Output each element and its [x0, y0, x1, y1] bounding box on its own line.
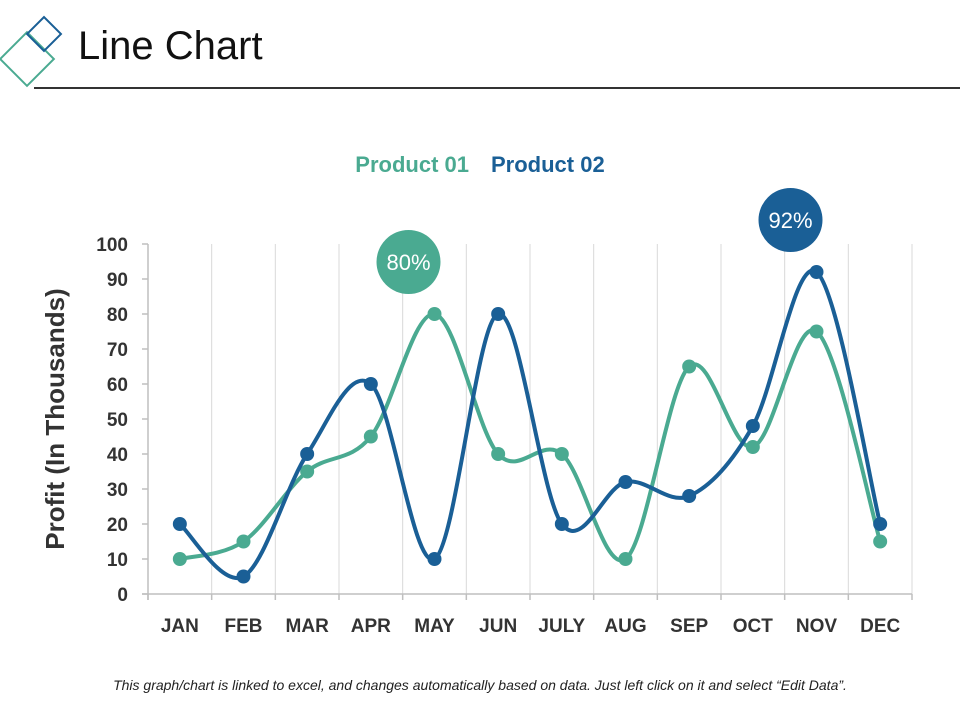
data-point-product-02[interactable]	[363, 377, 378, 391]
y-tick-label: 90	[107, 270, 128, 291]
data-point-product-01[interactable]	[873, 534, 888, 549]
x-tick-label: AUG	[604, 616, 646, 637]
footnote: This graph/chart is linked to excel, and…	[113, 677, 847, 693]
data-point-product-01[interactable]	[427, 307, 442, 321]
y-tick-label: 50	[107, 410, 128, 431]
x-tick-label: DEC	[860, 616, 900, 637]
x-tick-label: FEB	[225, 616, 263, 637]
legend: Product 01 Product 02	[355, 152, 604, 177]
y-tick-label: 80	[107, 305, 128, 326]
x-tick-label: JULY	[538, 616, 585, 637]
y-tick-label: 60	[107, 375, 128, 396]
page-title: Line Chart	[78, 24, 263, 68]
x-tick-label: APR	[351, 616, 391, 637]
data-point-product-02[interactable]	[427, 552, 442, 566]
x-tick-label: OCT	[733, 616, 774, 637]
y-tick-label: 30	[107, 480, 128, 501]
y-tick-label: 100	[96, 235, 128, 256]
data-point-product-02[interactable]	[618, 475, 633, 489]
data-point-product-01[interactable]	[745, 440, 760, 454]
diamond-logo-icon	[0, 15, 63, 88]
data-point-product-02[interactable]	[809, 265, 824, 279]
data-point-product-02[interactable]	[873, 517, 888, 531]
x-tick-label: JAN	[161, 616, 199, 637]
y-tick-label: 70	[107, 340, 128, 361]
data-point-product-01[interactable]	[363, 429, 378, 444]
annotation-label: 92%	[768, 208, 812, 233]
legend-item-product-01[interactable]: Product 01	[355, 152, 469, 177]
x-tick-label: JUN	[479, 616, 517, 637]
y-tick-label: 20	[107, 515, 128, 536]
data-point-product-02[interactable]	[236, 569, 251, 584]
data-point-product-02[interactable]	[300, 447, 315, 461]
title-divider	[34, 87, 960, 89]
data-point-product-02[interactable]	[172, 517, 187, 531]
annotation-label: 80%	[386, 250, 430, 275]
y-axis-title: Profit (In Thousands)	[40, 288, 70, 549]
y-tick-label: 0	[117, 585, 128, 606]
y-tick-label: 10	[107, 550, 128, 571]
x-tick-label: SEP	[670, 616, 708, 637]
data-point-product-01[interactable]	[491, 447, 506, 461]
data-point-product-01[interactable]	[682, 359, 697, 374]
annotation-bubble	[758, 188, 823, 252]
data-point-product-01[interactable]	[554, 447, 569, 461]
data-point-product-01[interactable]	[236, 534, 251, 549]
x-tick-label: MAY	[414, 616, 455, 637]
data-point-product-02[interactable]	[554, 517, 569, 531]
annotation-bubble	[376, 230, 441, 294]
x-tick-label: NOV	[796, 616, 838, 637]
data-point-product-01[interactable]	[809, 324, 824, 339]
data-point-product-01[interactable]	[172, 552, 187, 566]
y-tick-label: 40	[107, 445, 128, 466]
x-tick-label: MAR	[286, 616, 330, 637]
data-point-product-01[interactable]	[618, 552, 633, 566]
data-point-product-01[interactable]	[300, 464, 315, 479]
legend-item-product-02[interactable]: Product 02	[491, 152, 605, 177]
data-point-product-02[interactable]	[491, 307, 506, 321]
data-point-product-02[interactable]	[682, 489, 697, 503]
data-point-product-02[interactable]	[745, 419, 760, 433]
